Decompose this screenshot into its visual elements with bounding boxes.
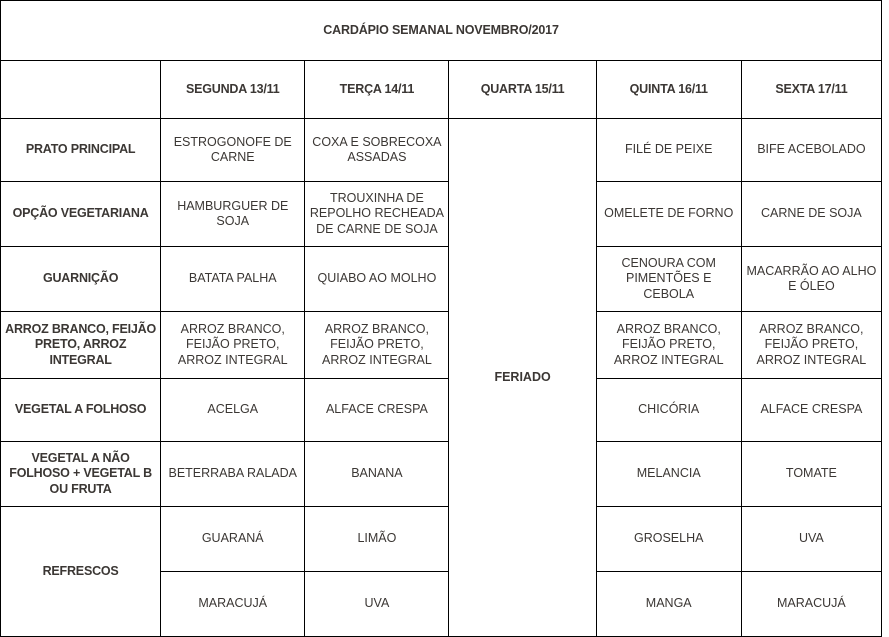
- table-row: PRATO PRINCIPAL ESTROGONOFE DE CARNE COX…: [0, 118, 883, 637]
- cell-refresco1-terca: LIMÃO: [304, 506, 450, 572]
- cell-naofolhoso-segunda: BETERRABA RALADA: [160, 441, 306, 507]
- holiday-cell-quarta: FERIADO: [448, 118, 597, 637]
- day-header-terca: TERÇA 14/11: [304, 60, 450, 119]
- cell-naofolhoso-quinta: MELANCIA: [595, 441, 742, 507]
- row-label-refrescos: REFRESCOS: [0, 506, 162, 637]
- table-row: OPÇÃO VEGETARIANA HAMBURGUER DE SOJA TRO…: [0, 181, 883, 247]
- cell-naofolhoso-sexta: TOMATE: [740, 441, 883, 507]
- cell-guarnicao-quinta: CENOURA COM PIMENTÕES E CEBOLA: [595, 246, 742, 312]
- cell-arroz-terca: ARROZ BRANCO, FEIJÃO PRETO, ARROZ INTEGR…: [304, 311, 450, 379]
- cell-folhoso-sexta: ALFACE CRESPA: [740, 378, 883, 442]
- cell-naofolhoso-terca: BANANA: [304, 441, 450, 507]
- row-label-prato-principal: PRATO PRINCIPAL: [0, 118, 162, 182]
- cell-guarnicao-segunda: BATATA PALHA: [160, 246, 306, 312]
- row-label-opcao-vegetariana: OPÇÃO VEGETARIANA: [0, 181, 162, 247]
- day-header-row: SEGUNDA 13/11 TERÇA 14/11 QUARTA 15/11 Q…: [0, 60, 883, 119]
- page-title: CARDÁPIO SEMANAL NOVEMBRO/2017: [0, 0, 882, 61]
- day-header-quinta: QUINTA 16/11: [595, 60, 742, 119]
- cell-refresco1-quinta: GROSELHA: [595, 506, 742, 572]
- cell-arroz-quinta: ARROZ BRANCO, FEIJÃO PRETO, ARROZ INTEGR…: [595, 311, 742, 379]
- cell-refresco2-terca: UVA: [304, 571, 450, 637]
- table-row: REFRESCOS GUARANÁ LIMÃO GROSELHA UVA: [0, 506, 883, 637]
- table-row: VEGETAL A FOLHOSO ACELGA ALFACE CRESPA C…: [0, 378, 883, 442]
- cell-arroz-sexta: ARROZ BRANCO, FEIJÃO PRETO, ARROZ INTEGR…: [740, 311, 883, 379]
- row-label-vegetal-nao-folhoso: VEGETAL A NÃO FOLHOSO + VEGETAL B OU FRU…: [0, 441, 162, 507]
- table-row: GUARNIÇÃO BATATA PALHA QUIABO AO MOLHO C…: [0, 246, 883, 312]
- day-header-segunda: SEGUNDA 13/11: [160, 60, 306, 119]
- cell-vegetariana-quinta: OMELETE DE FORNO: [595, 181, 742, 247]
- row-label-arroz-feijao: ARROZ BRANCO, FEIJÃO PRETO, ARROZ INTEGR…: [0, 311, 162, 379]
- cell-vegetariana-sexta: CARNE DE SOJA: [740, 181, 883, 247]
- cell-refresco1-segunda: GUARANÁ: [160, 506, 306, 572]
- cell-guarnicao-terca: QUIABO AO MOLHO: [304, 246, 450, 312]
- table-row: VEGETAL A NÃO FOLHOSO + VEGETAL B OU FRU…: [0, 441, 883, 507]
- cell-folhoso-quinta: CHICÓRIA: [595, 378, 742, 442]
- title-row: CARDÁPIO SEMANAL NOVEMBRO/2017: [0, 0, 882, 61]
- cell-refresco2-quinta: MANGA: [595, 571, 742, 637]
- cell-prato-quinta: FILÉ DE PEIXE: [595, 118, 742, 182]
- cell-folhoso-segunda: ACELGA: [160, 378, 306, 442]
- cell-prato-terca: COXA E SOBRECOXA ASSADAS: [304, 118, 450, 182]
- day-header-sexta: SEXTA 17/11: [740, 60, 883, 119]
- cell-guarnicao-sexta: MACARRÃO AO ALHO E ÓLEO: [740, 246, 883, 312]
- table-row: ARROZ BRANCO, FEIJÃO PRETO, ARROZ INTEGR…: [0, 311, 883, 379]
- cell-refresco1-sexta: UVA: [740, 506, 883, 572]
- day-header-quarta: QUARTA 15/11: [448, 60, 597, 119]
- cell-vegetariana-segunda: HAMBURGUER DE SOJA: [160, 181, 306, 247]
- cell-prato-sexta: BIFE ACEBOLADO: [740, 118, 883, 182]
- cell-refresco2-sexta: MARACUJÁ: [740, 571, 883, 637]
- corner-cell: [0, 60, 162, 119]
- cell-prato-segunda: ESTROGONOFE DE CARNE: [160, 118, 306, 182]
- row-label-vegetal-a-folhoso: VEGETAL A FOLHOSO: [0, 378, 162, 442]
- cell-folhoso-terca: ALFACE CRESPA: [304, 378, 450, 442]
- cell-refresco2-segunda: MARACUJÁ: [160, 571, 306, 637]
- row-label-guarnicao: GUARNIÇÃO: [0, 246, 162, 312]
- cell-arroz-segunda: ARROZ BRANCO, FEIJÃO PRETO, ARROZ INTEGR…: [160, 311, 306, 379]
- cell-vegetariana-terca: TROUXINHA DE REPOLHO RECHEADA DE CARNE D…: [304, 181, 450, 247]
